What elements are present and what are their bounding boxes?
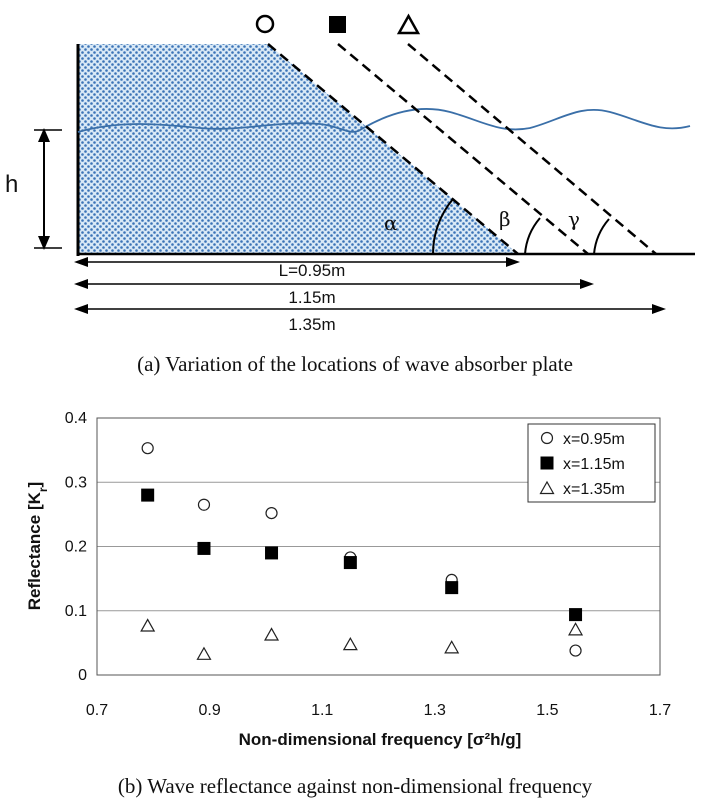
legend-label: x=0.95m (563, 431, 625, 448)
y-tick-label: 0.1 (65, 603, 87, 620)
depth-arrow-top (38, 128, 50, 142)
caption-b: (b) Wave reflectance against non-dimensi… (117, 774, 593, 798)
angle-arc-gamma (593, 218, 610, 255)
plate-line-3 (407, 43, 657, 255)
angle-label-beta: β (499, 207, 511, 231)
distance-arrow-3 (74, 304, 666, 314)
data-point-circle (569, 644, 582, 657)
legend-marker-triangle (539, 480, 555, 495)
x-axis-title: Non-dimensional frequency [σ²h/g] (239, 730, 522, 749)
data-points (140, 442, 584, 660)
data-point-square (343, 556, 357, 570)
data-point-square (197, 541, 211, 555)
legend-marker-square (540, 456, 554, 470)
reflectance-chart: 0 0.1 0.2 0.3 0.4 0.7 0.9 1.1 1.3 1.5 1.7 Non-dime… (25, 410, 671, 749)
absorber-diagram: α β γ h L=0.95m 1.15m 1.35m (5, 13, 695, 334)
plot-area-frame (96, 417, 661, 676)
plate-line-2 (337, 43, 589, 255)
tick-labels: 0 0.1 0.2 0.3 0.4 0.7 0.9 1.1 1.3 1.5 1.7 (65, 410, 671, 719)
distance-arrow-2 (74, 279, 594, 289)
y-tick-label: 0.3 (65, 474, 87, 491)
distance-label-3: 1.35m (288, 315, 335, 334)
absorber-region (78, 44, 518, 254)
legend-label: x=1.15m (563, 456, 625, 473)
x-tick-label: 1.5 (536, 702, 558, 719)
y-tick-label: 0.2 (65, 539, 87, 556)
angle-arc-beta (524, 217, 541, 255)
x-tick-label: 0.7 (86, 702, 108, 719)
circle-marker-icon (255, 14, 275, 34)
data-point-triangle (568, 622, 584, 636)
x-tick-label: 1.7 (649, 702, 671, 719)
x-tick-label: 0.9 (198, 702, 220, 719)
distance-label-1: L=0.95m (279, 261, 346, 280)
triangle-marker-icon (396, 13, 421, 35)
data-point-triangle (196, 646, 212, 660)
legend: x=0.95m x=1.15m x=1.35m (527, 423, 656, 503)
depth-label: h (5, 171, 18, 198)
depth-arrow-bottom (38, 236, 50, 250)
square-marker-icon (329, 16, 346, 33)
data-point-square (265, 546, 279, 560)
distance-label-2: 1.15m (288, 288, 335, 307)
distance-arrow-1 (74, 257, 520, 267)
caption-a: (a) Variation of the locations of wave a… (137, 352, 573, 376)
angle-label-alpha: α (384, 211, 398, 235)
data-point-circle (197, 498, 211, 511)
data-point-circle (141, 442, 154, 455)
data-point-circle (265, 506, 278, 520)
angle-label-gamma: γ (568, 207, 580, 231)
y-tick-label: 0.4 (65, 410, 87, 427)
data-point-triangle (264, 627, 280, 641)
y-tick-label: 0 (78, 667, 87, 684)
data-point-triangle (342, 636, 358, 651)
data-point-square (569, 608, 583, 622)
angle-arc-alpha (431, 198, 454, 255)
water-surface (77, 108, 691, 133)
data-point-square (141, 488, 155, 502)
data-point-triangle (140, 618, 156, 632)
x-tick-label: 1.3 (424, 702, 446, 719)
legend-marker-circle (540, 431, 554, 445)
data-point-square (445, 581, 459, 595)
y-axis-title: Reflectance [Kr] (25, 482, 50, 610)
x-tick-label: 1.1 (311, 702, 333, 719)
data-point-triangle (444, 640, 460, 654)
legend-label: x=1.35m (563, 481, 625, 498)
plate-line-1 (267, 43, 519, 255)
